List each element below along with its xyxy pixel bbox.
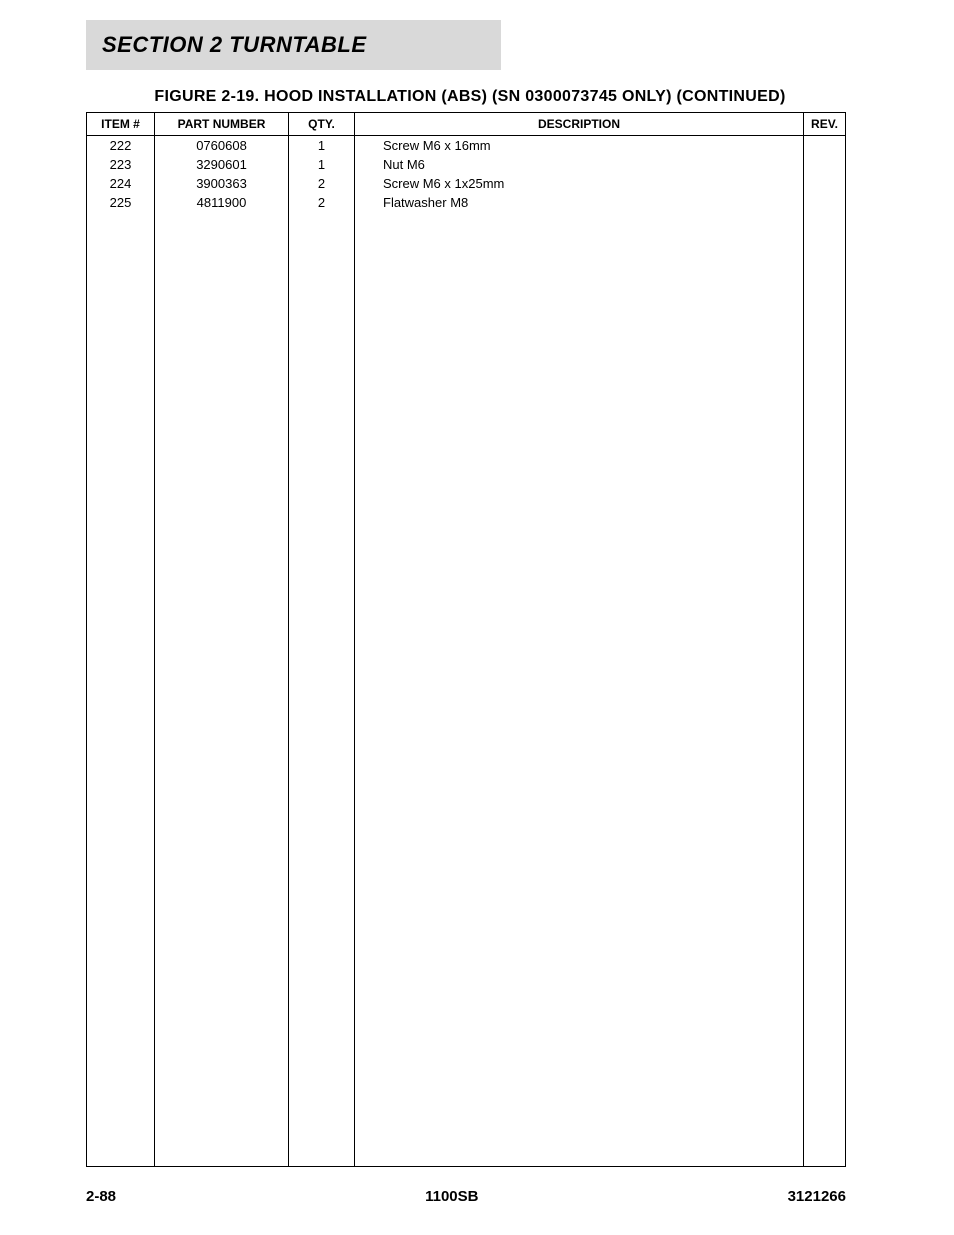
cell-desc: Screw M6 x 1x25mm xyxy=(355,174,804,193)
cell-part: 0760608 xyxy=(155,136,289,156)
table-filler-row xyxy=(87,212,846,1166)
cell-part: 3900363 xyxy=(155,174,289,193)
cell-item: 223 xyxy=(87,155,155,174)
cell-desc: Nut M6 xyxy=(355,155,804,174)
table-row: 222 0760608 1 Screw M6 x 16mm xyxy=(87,136,846,156)
cell-part: 3290601 xyxy=(155,155,289,174)
table-row: 224 3900363 2 Screw M6 x 1x25mm xyxy=(87,174,846,193)
section-header-bar: SECTION 2 TURNTABLE xyxy=(86,20,501,70)
cell-rev xyxy=(804,155,846,174)
cell-item: 225 xyxy=(87,193,155,212)
cell-qty: 1 xyxy=(289,136,355,156)
cell-qty: 2 xyxy=(289,193,355,212)
filler xyxy=(87,212,155,1166)
cell-qty: 2 xyxy=(289,174,355,193)
page-footer: 2-88 1100SB 3121266 xyxy=(86,1188,846,1205)
filler xyxy=(289,212,355,1166)
col-header-part: PART NUMBER xyxy=(155,113,289,136)
cell-desc: Flatwasher M8 xyxy=(355,193,804,212)
parts-table-wrapper: ITEM # PART NUMBER QTY. DESCRIPTION REV.… xyxy=(86,112,846,1167)
cell-item: 224 xyxy=(87,174,155,193)
cell-part: 4811900 xyxy=(155,193,289,212)
table-row: 223 3290601 1 Nut M6 xyxy=(87,155,846,174)
filler xyxy=(155,212,289,1166)
col-header-rev: REV. xyxy=(804,113,846,136)
cell-rev xyxy=(804,136,846,156)
cell-qty: 1 xyxy=(289,155,355,174)
footer-right: 3121266 xyxy=(788,1188,846,1205)
table-body: 222 0760608 1 Screw M6 x 16mm 223 329060… xyxy=(87,136,846,1167)
cell-desc: Screw M6 x 16mm xyxy=(355,136,804,156)
footer-left: 2-88 xyxy=(86,1188,116,1205)
cell-rev xyxy=(804,174,846,193)
section-title: SECTION 2 TURNTABLE xyxy=(102,32,367,58)
cell-rev xyxy=(804,193,846,212)
col-header-desc: DESCRIPTION xyxy=(355,113,804,136)
filler xyxy=(355,212,804,1166)
parts-table: ITEM # PART NUMBER QTY. DESCRIPTION REV.… xyxy=(86,112,846,1167)
table-header-row: ITEM # PART NUMBER QTY. DESCRIPTION REV. xyxy=(87,113,846,136)
col-header-qty: QTY. xyxy=(289,113,355,136)
table-row: 225 4811900 2 Flatwasher M8 xyxy=(87,193,846,212)
cell-item: 222 xyxy=(87,136,155,156)
footer-center: 1100SB xyxy=(425,1188,478,1205)
figure-caption: FIGURE 2-19. HOOD INSTALLATION (ABS) (SN… xyxy=(86,88,854,106)
filler xyxy=(804,212,846,1166)
col-header-item: ITEM # xyxy=(87,113,155,136)
